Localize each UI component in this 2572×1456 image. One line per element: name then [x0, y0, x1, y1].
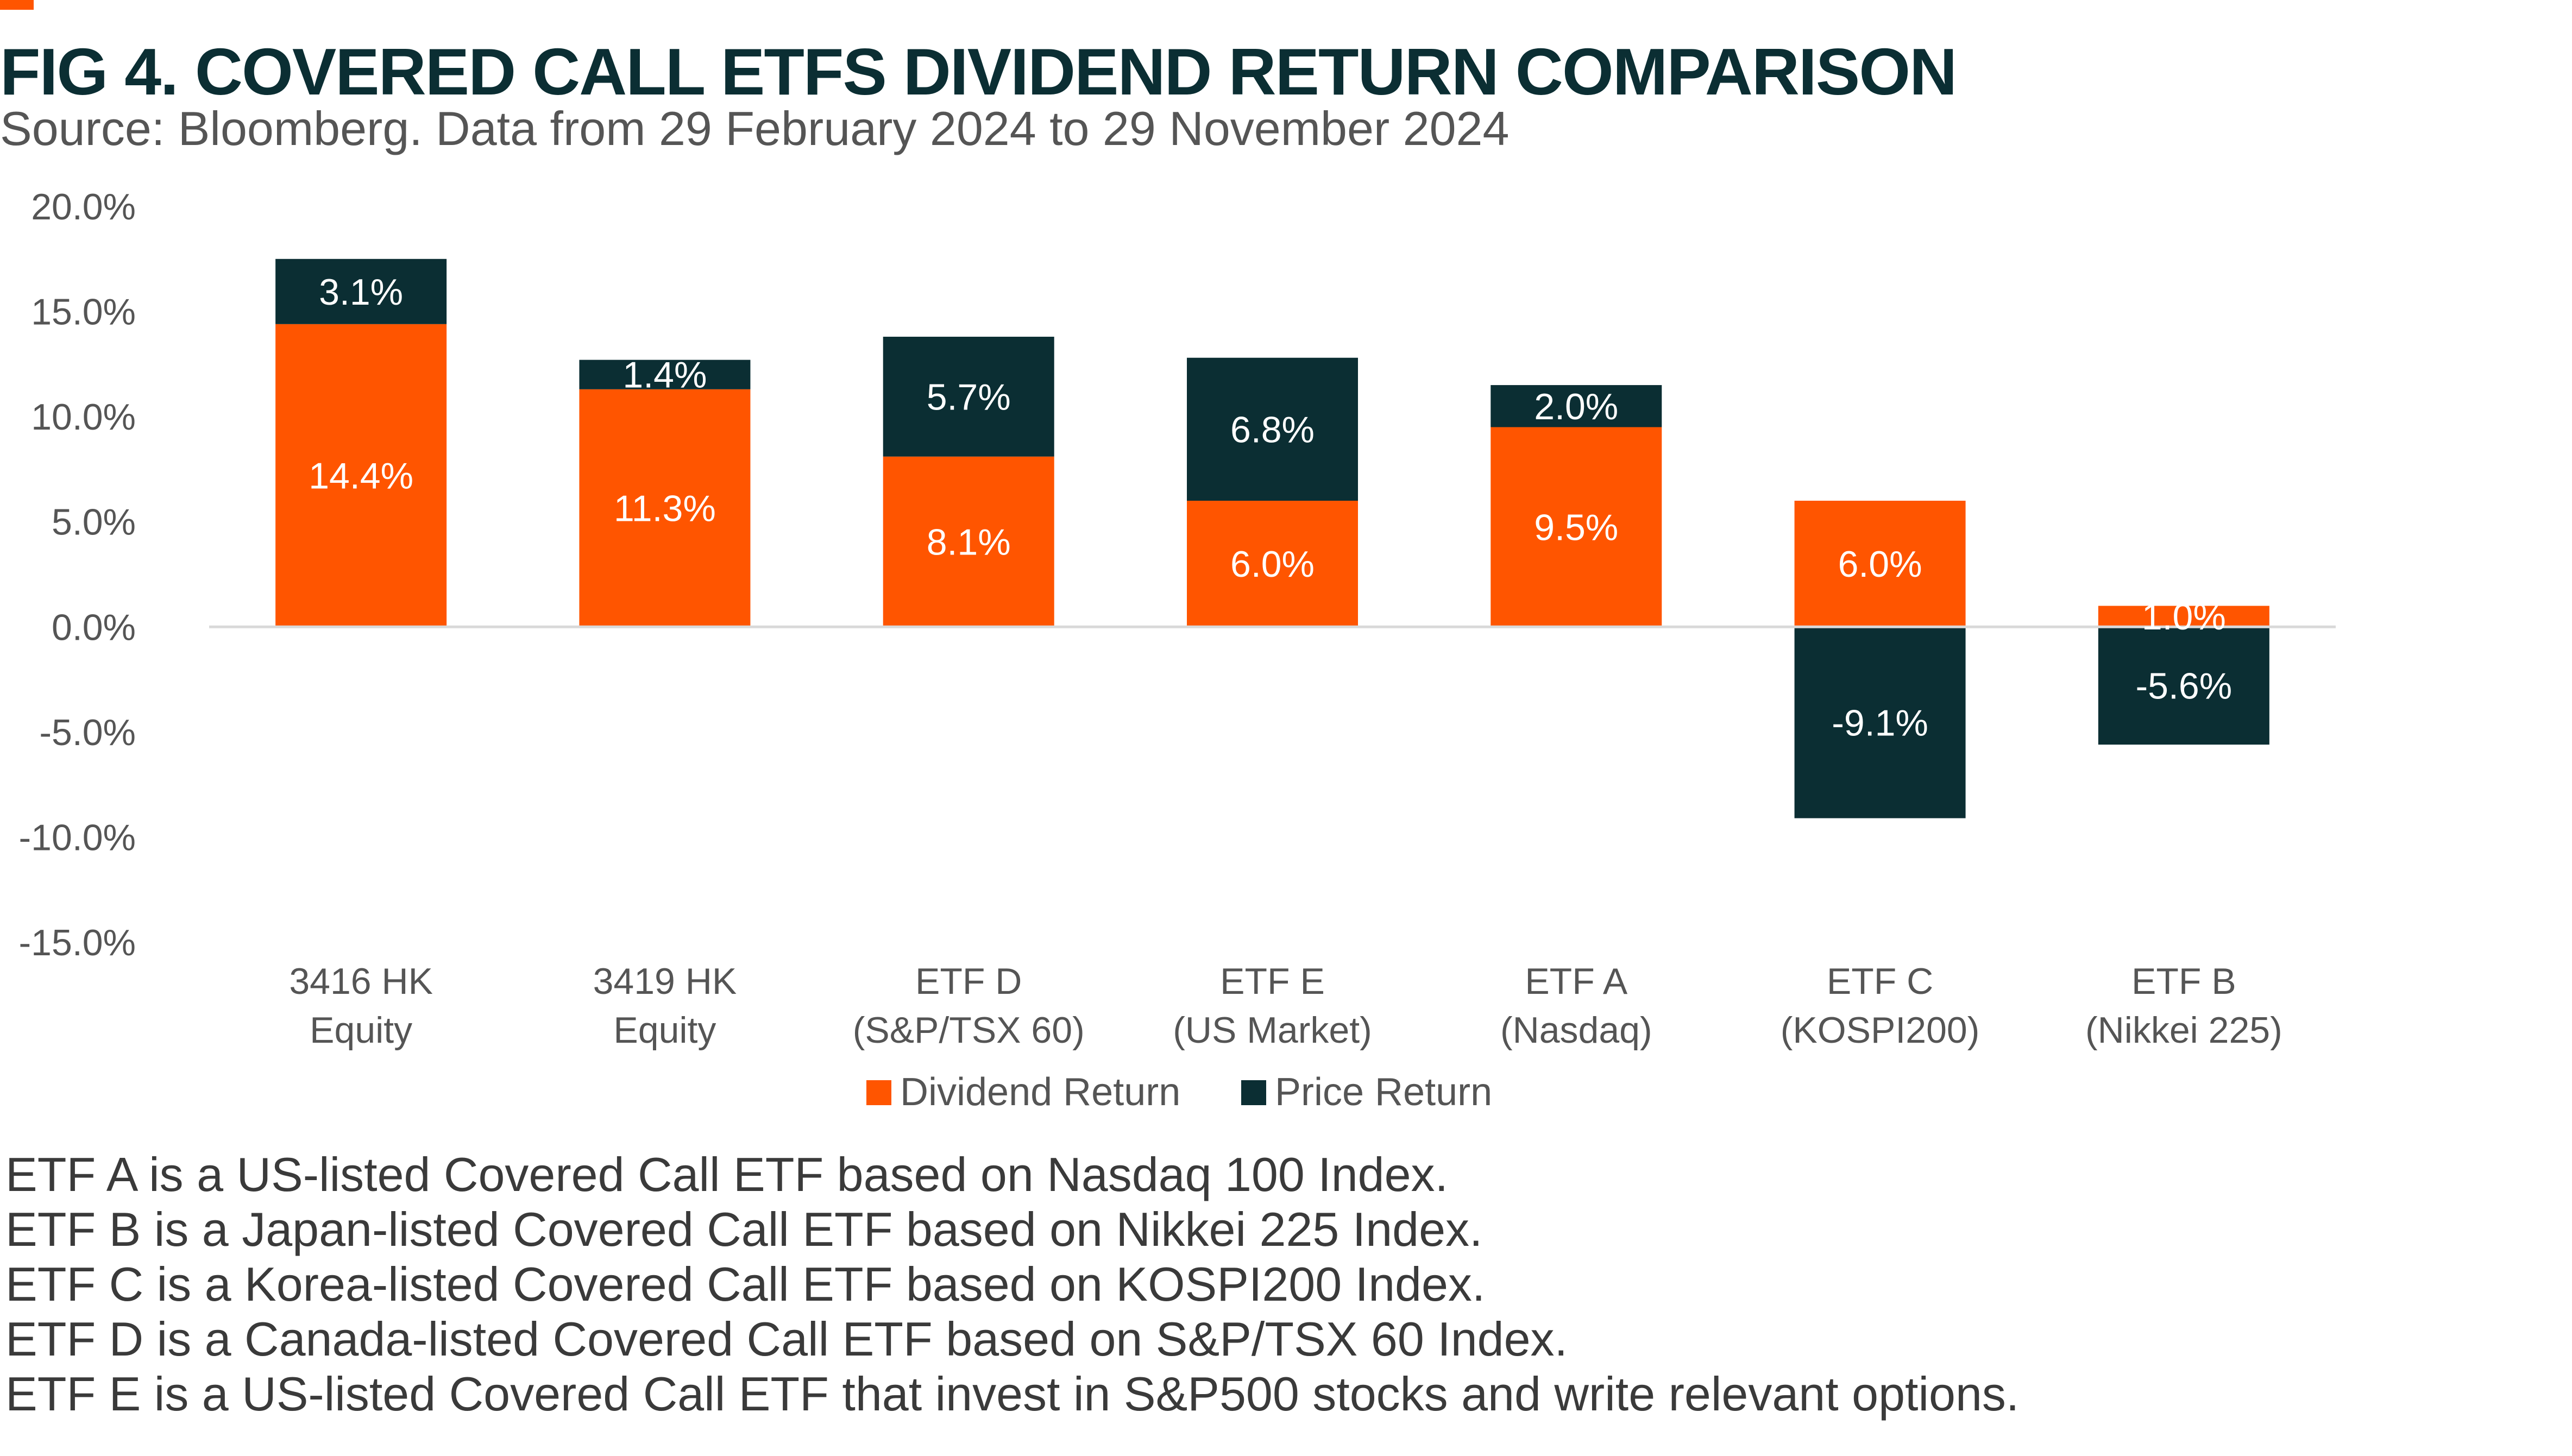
y-tick-label: 0.0% [52, 607, 136, 648]
x-category-label: ETF B [2131, 961, 2236, 1002]
x-category-label: (US Market) [1173, 1010, 1372, 1051]
bar-price-return [1794, 627, 1966, 818]
bar-price-return [579, 360, 751, 389]
bar-dividend-return [1491, 427, 1662, 627]
bar-dividend-return [883, 456, 1054, 627]
data-label-price: 6.8% [1230, 409, 1315, 450]
y-tick-label: -5.0% [39, 712, 136, 753]
bars [275, 259, 2269, 818]
legend-swatch [1241, 1080, 1266, 1105]
data-label-price: 1.4% [622, 355, 707, 396]
legend: Dividend Return Price Return [866, 1070, 1492, 1114]
data-label-dividend: 9.5% [1534, 507, 1618, 548]
bar-dividend-return [579, 389, 751, 627]
footnote-etf-b: ETF B is a Japan-listed Covered Call ETF… [5, 1202, 1483, 1256]
x-category-label: Equity [310, 1010, 412, 1051]
legend-swatch [866, 1080, 891, 1105]
data-label-dividend: 8.1% [927, 521, 1011, 563]
footnote-etf-d: ETF D is a Canada-listed Covered Call ET… [5, 1312, 1568, 1366]
data-label-price: 2.0% [1534, 386, 1618, 427]
data-label-price: 3.1% [319, 272, 403, 313]
data-label-price: -5.6% [2136, 666, 2233, 707]
data-labels: 14.4% 3.1% 11.3% 1.4% 8.1% 5.7% 6.0% 6.8% 9.5% 2.… [309, 272, 2232, 744]
y-tick-label: 20.0% [31, 186, 136, 228]
data-label-dividend: 1.0% [2142, 596, 2226, 638]
data-label-dividend: 11.3% [614, 488, 716, 530]
x-category-label: 3416 HK [289, 961, 433, 1002]
x-category-label: ETF C [1827, 961, 1933, 1002]
x-category-label: ETF D [915, 961, 1022, 1002]
x-category-label: (Nikkei 225) [2085, 1010, 2282, 1051]
x-category-label: 3419 HK [593, 961, 737, 1002]
legend-label: Price Return [1275, 1070, 1492, 1114]
x-category-label: (Nasdaq) [1500, 1010, 1652, 1051]
x-category-label: (KOSPI200) [1781, 1010, 1980, 1051]
x-axis: 3416 HK Equity 3419 HK Equity ETF D (S&P/TSX … [289, 961, 2282, 1051]
data-label-price: 5.7% [927, 376, 1011, 418]
data-label-dividend: 6.0% [1838, 544, 1922, 585]
bar-dividend-return [275, 324, 447, 627]
bar-price-return [2098, 627, 2269, 745]
data-label-price: -9.1% [1832, 702, 1928, 743]
footnote-etf-a: ETF A is a US-listed Covered Call ETF ba… [5, 1148, 1448, 1201]
footnotes: ETF A is a US-listed Covered Call ETF ba… [5, 1147, 2019, 1421]
x-category-label: Equity [613, 1010, 716, 1051]
legend-label: Dividend Return [900, 1070, 1180, 1114]
data-label-dividend: 6.0% [1230, 544, 1315, 585]
x-category-label: (S&P/TSX 60) [853, 1010, 1085, 1051]
accent-mark [0, 0, 34, 10]
bar-dividend-return [1794, 501, 1966, 627]
y-tick-label: 5.0% [52, 502, 136, 543]
y-tick-label: 10.0% [31, 396, 136, 438]
x-category-label: ETF A [1525, 961, 1628, 1002]
chart-title: FIG 4. COVERED CALL ETFS DIVIDEND RETURN… [0, 35, 1957, 109]
x-category-label: ETF E [1220, 961, 1325, 1002]
bar-price-return [275, 259, 447, 324]
footnote-etf-c: ETF C is a Korea-listed Covered Call ETF… [5, 1257, 1486, 1311]
data-label-dividend: 14.4% [309, 456, 413, 497]
bar-price-return [883, 337, 1054, 457]
bar-dividend-return [1187, 501, 1358, 627]
y-tick-label: 15.0% [31, 292, 136, 333]
bar-dividend-return [2098, 606, 2269, 627]
chart-subtitle: Source: Bloomberg. Data from 29 February… [0, 102, 1510, 155]
y-tick-label: -15.0% [19, 922, 136, 963]
y-axis: 20.0% 15.0% 10.0% 5.0% 0.0% -5.0% -10.0% -15.0% [19, 186, 136, 963]
bar-price-return [1491, 385, 1662, 427]
stacked-bar-chart: 20.0% 15.0% 10.0% 5.0% 0.0% -5.0% -10.0% -15.0%… [19, 186, 2336, 1114]
y-tick-label: -10.0% [19, 817, 136, 858]
footnote-etf-e: ETF E is a US-listed Covered Call ETF th… [5, 1367, 2020, 1421]
bar-price-return [1187, 357, 1358, 501]
